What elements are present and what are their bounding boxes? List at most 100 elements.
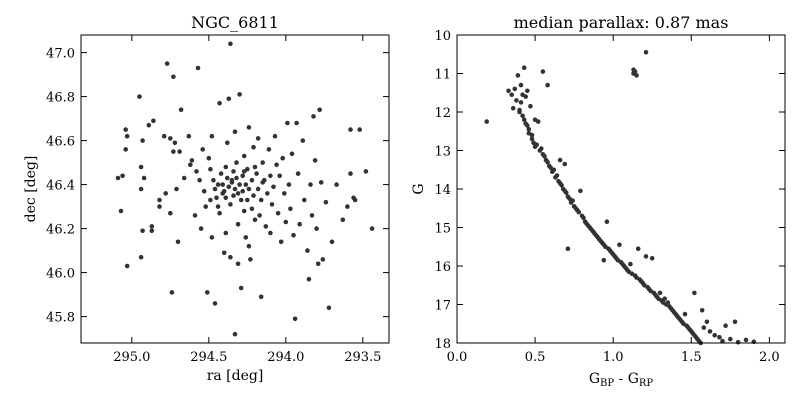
- data-point: [283, 219, 289, 225]
- x-tick-label: 1.5: [681, 350, 702, 365]
- data-point: [521, 117, 527, 122]
- data-point: [520, 113, 525, 119]
- data-point: [318, 180, 324, 185]
- x-tick-label: 0.0: [447, 350, 468, 365]
- data-point: [141, 175, 147, 181]
- data-point: [212, 186, 218, 192]
- data-point: [249, 177, 255, 183]
- data-point: [238, 285, 244, 291]
- data-point: [704, 319, 710, 325]
- data-point: [195, 65, 201, 71]
- x-tick-label: 1.0: [603, 350, 624, 365]
- data-point: [294, 120, 299, 126]
- data-point: [282, 191, 287, 196]
- data-point: [215, 182, 221, 187]
- data-point: [570, 198, 575, 203]
- data-point: [205, 290, 210, 295]
- data-point: [526, 127, 532, 132]
- data-point: [243, 182, 249, 187]
- data-point: [149, 228, 155, 234]
- y-tick-label: 47.0: [46, 47, 75, 62]
- data-point: [272, 133, 278, 139]
- data-point: [209, 133, 215, 139]
- y-tick-label: 46.2: [46, 223, 75, 238]
- data-point: [254, 171, 259, 176]
- x-tick-label: 2.0: [759, 350, 780, 365]
- y-tick-label: 15: [434, 222, 451, 237]
- y-tick-label: 11: [434, 68, 451, 83]
- data-point: [275, 210, 281, 216]
- data-point: [345, 204, 350, 209]
- data-point: [124, 263, 130, 269]
- data-point: [635, 246, 641, 251]
- data-point: [226, 184, 232, 190]
- data-point: [523, 94, 528, 99]
- y-axis-label: dec [deg]: [23, 156, 39, 223]
- data-point: [340, 217, 346, 223]
- data-point: [229, 180, 235, 185]
- data-point: [535, 119, 541, 124]
- data-point: [314, 226, 319, 231]
- data-point: [168, 210, 173, 216]
- y-tick-label: 14: [434, 183, 451, 198]
- data-point: [231, 169, 236, 174]
- data-point: [232, 129, 238, 135]
- data-point: [717, 334, 722, 340]
- y-tick-label: 46.0: [46, 267, 75, 282]
- data-point: [240, 173, 245, 179]
- data-point: [178, 107, 184, 113]
- data-point: [312, 158, 318, 163]
- data-point: [309, 213, 315, 218]
- plot-frame: [80, 34, 390, 344]
- data-point: [221, 250, 227, 256]
- data-point: [297, 221, 303, 227]
- data-point: [743, 337, 749, 343]
- data-point: [581, 215, 586, 221]
- data-point: [169, 290, 175, 295]
- data-point: [271, 184, 276, 190]
- data-point: [576, 209, 582, 215]
- data-point: [123, 127, 128, 132]
- data-point: [517, 109, 522, 115]
- data-point: [257, 213, 262, 218]
- data-point: [164, 61, 170, 66]
- x-axis-label-main: G: [589, 371, 600, 387]
- data-point: [228, 202, 233, 207]
- data-point: [228, 41, 233, 47]
- data-point: [172, 140, 178, 146]
- data-point: [682, 311, 688, 317]
- data-points: [484, 50, 757, 346]
- data-point: [604, 219, 610, 224]
- plot-frame: [456, 34, 786, 344]
- data-point: [268, 173, 273, 179]
- data-point: [308, 182, 313, 187]
- data-point: [208, 197, 213, 203]
- x-axis-label-middle: - G: [614, 371, 639, 387]
- data-point: [692, 290, 697, 296]
- data-point: [649, 255, 655, 261]
- data-point: [217, 210, 222, 216]
- data-point: [262, 177, 267, 183]
- data-point: [529, 132, 535, 138]
- data-point: [246, 243, 252, 249]
- data-point: [515, 73, 521, 78]
- x-tick-label: 294.5: [190, 350, 227, 365]
- data-point: [197, 177, 202, 183]
- data-points: [115, 41, 375, 337]
- data-point: [300, 138, 306, 143]
- data-point: [554, 173, 560, 178]
- data-point: [138, 186, 144, 192]
- data-point: [525, 88, 530, 94]
- data-point: [712, 333, 717, 338]
- data-point: [323, 199, 329, 205]
- y-tick-label: 46.8: [46, 91, 75, 106]
- data-point: [302, 197, 307, 203]
- data-point: [235, 221, 241, 227]
- data-point: [665, 300, 671, 305]
- data-point: [285, 120, 290, 126]
- data-point: [188, 162, 193, 168]
- data-point: [601, 257, 607, 263]
- x-axis-label-subscript-rp: RP: [639, 378, 654, 389]
- data-point: [232, 186, 238, 192]
- data-point: [218, 171, 224, 176]
